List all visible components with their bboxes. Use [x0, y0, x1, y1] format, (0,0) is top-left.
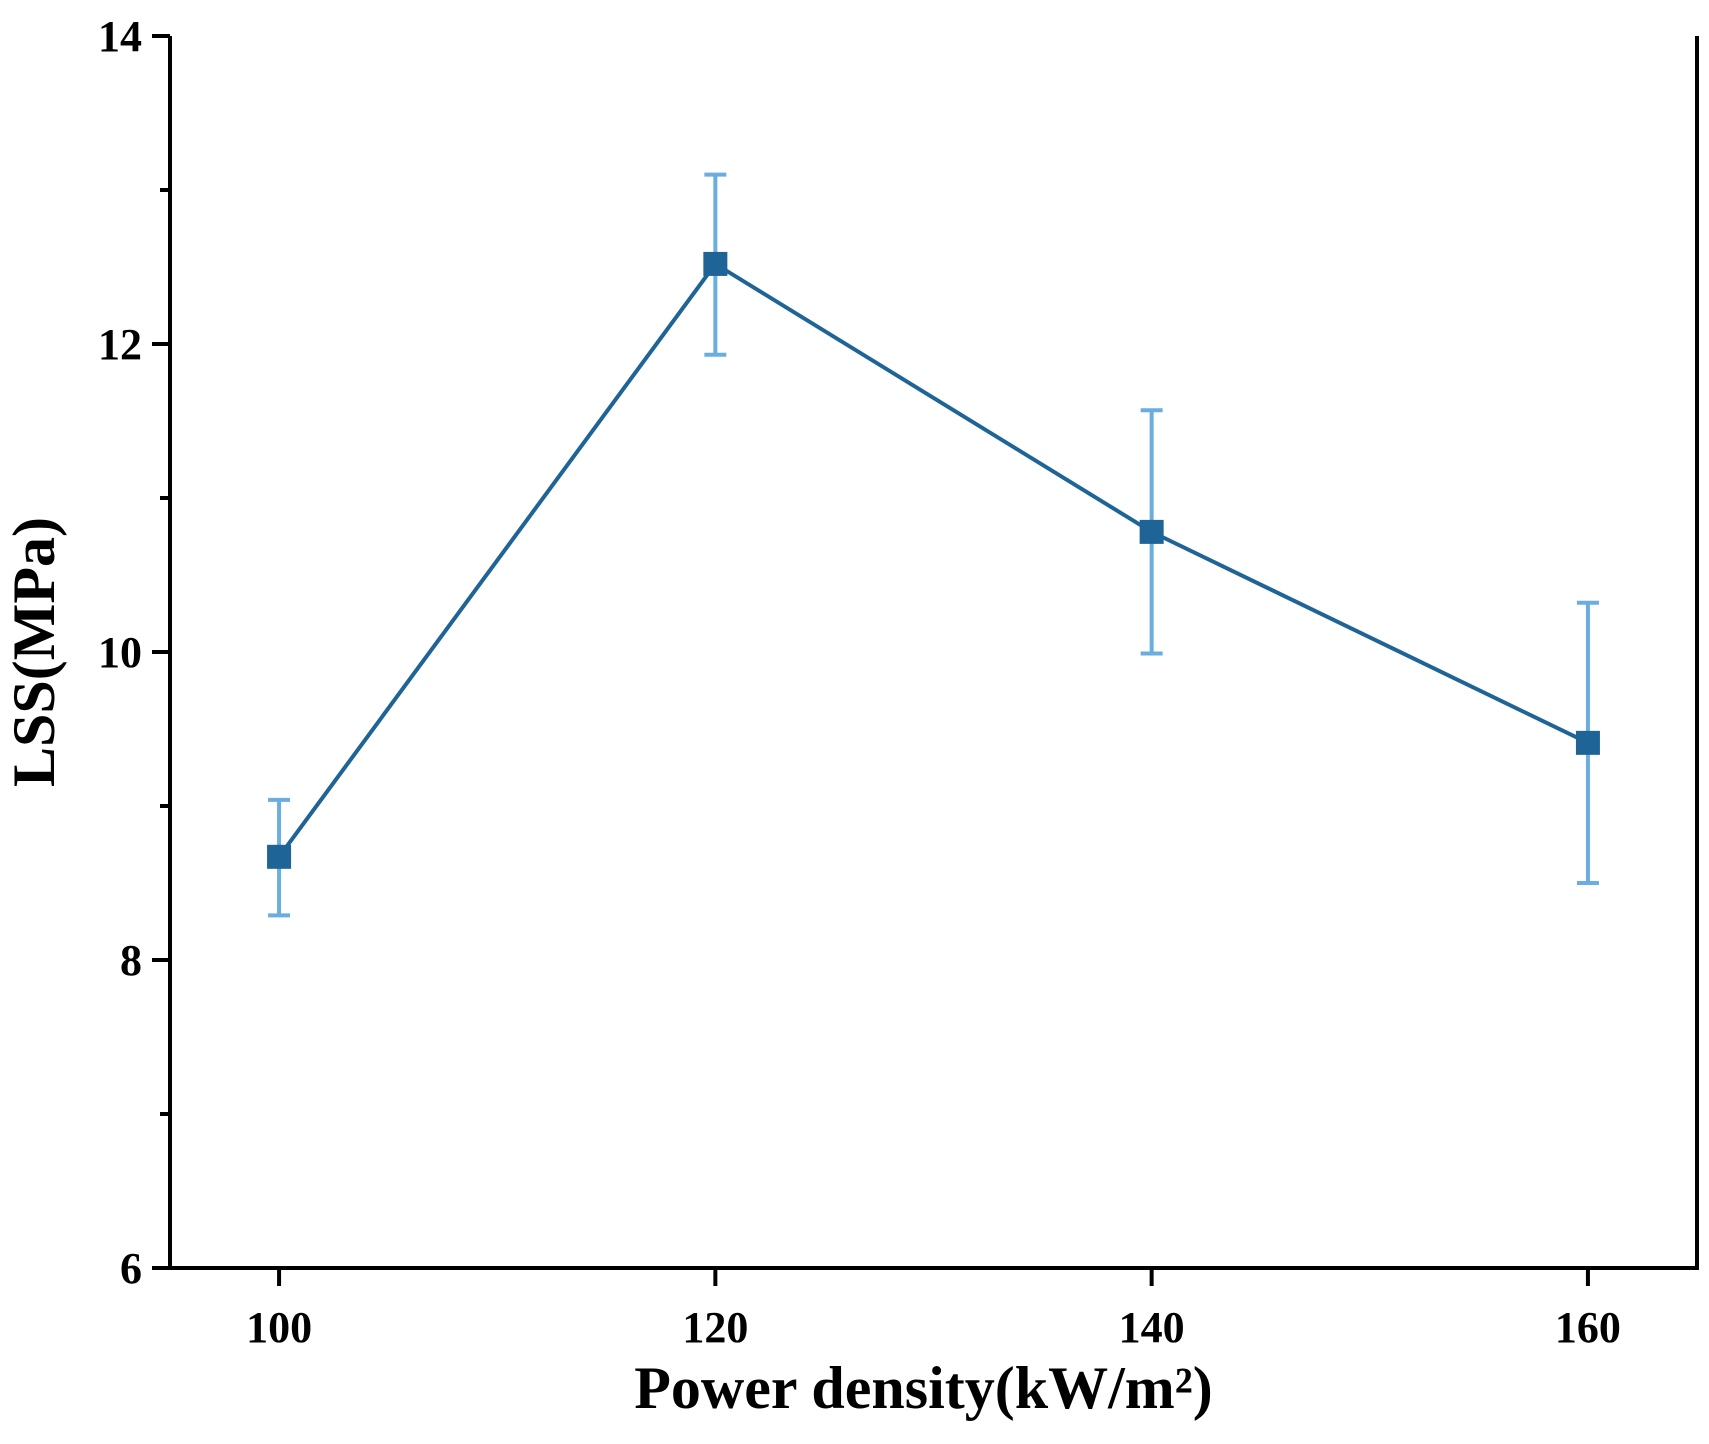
y-tick-label-14: 14: [98, 12, 142, 61]
data-point-160: [1575, 730, 1600, 755]
data-point-100: [267, 844, 292, 869]
labels-group: Power density(kW/m²) LSS(MPa): [1, 517, 1213, 1421]
x-tick-label-160: 160: [1555, 1303, 1621, 1352]
x-tick-label-100: 100: [246, 1303, 312, 1352]
data-point-120: [703, 251, 728, 276]
ticks-group: 6 8 10 12 14 100 120 140 160: [98, 12, 1621, 1352]
y-tick-label-6: 6: [120, 1244, 142, 1293]
y-tick-label-12: 12: [98, 320, 142, 369]
y-tick-label-8: 8: [120, 936, 142, 985]
data-point-140: [1139, 519, 1164, 544]
markers-group: [267, 251, 1600, 869]
y-axis-title: LSS(MPa): [1, 517, 67, 787]
error-bars-group: [268, 172, 1599, 918]
x-axis-title: Power density(kW/m²): [634, 1355, 1213, 1421]
x-tick-label-120: 120: [682, 1303, 748, 1352]
series-line-group: [277, 261, 1589, 859]
series-line-0: [277, 261, 1589, 859]
x-tick-label-140: 140: [1119, 1303, 1185, 1352]
y-tick-label-10: 10: [98, 628, 142, 677]
axes-group: [168, 36, 1699, 1270]
